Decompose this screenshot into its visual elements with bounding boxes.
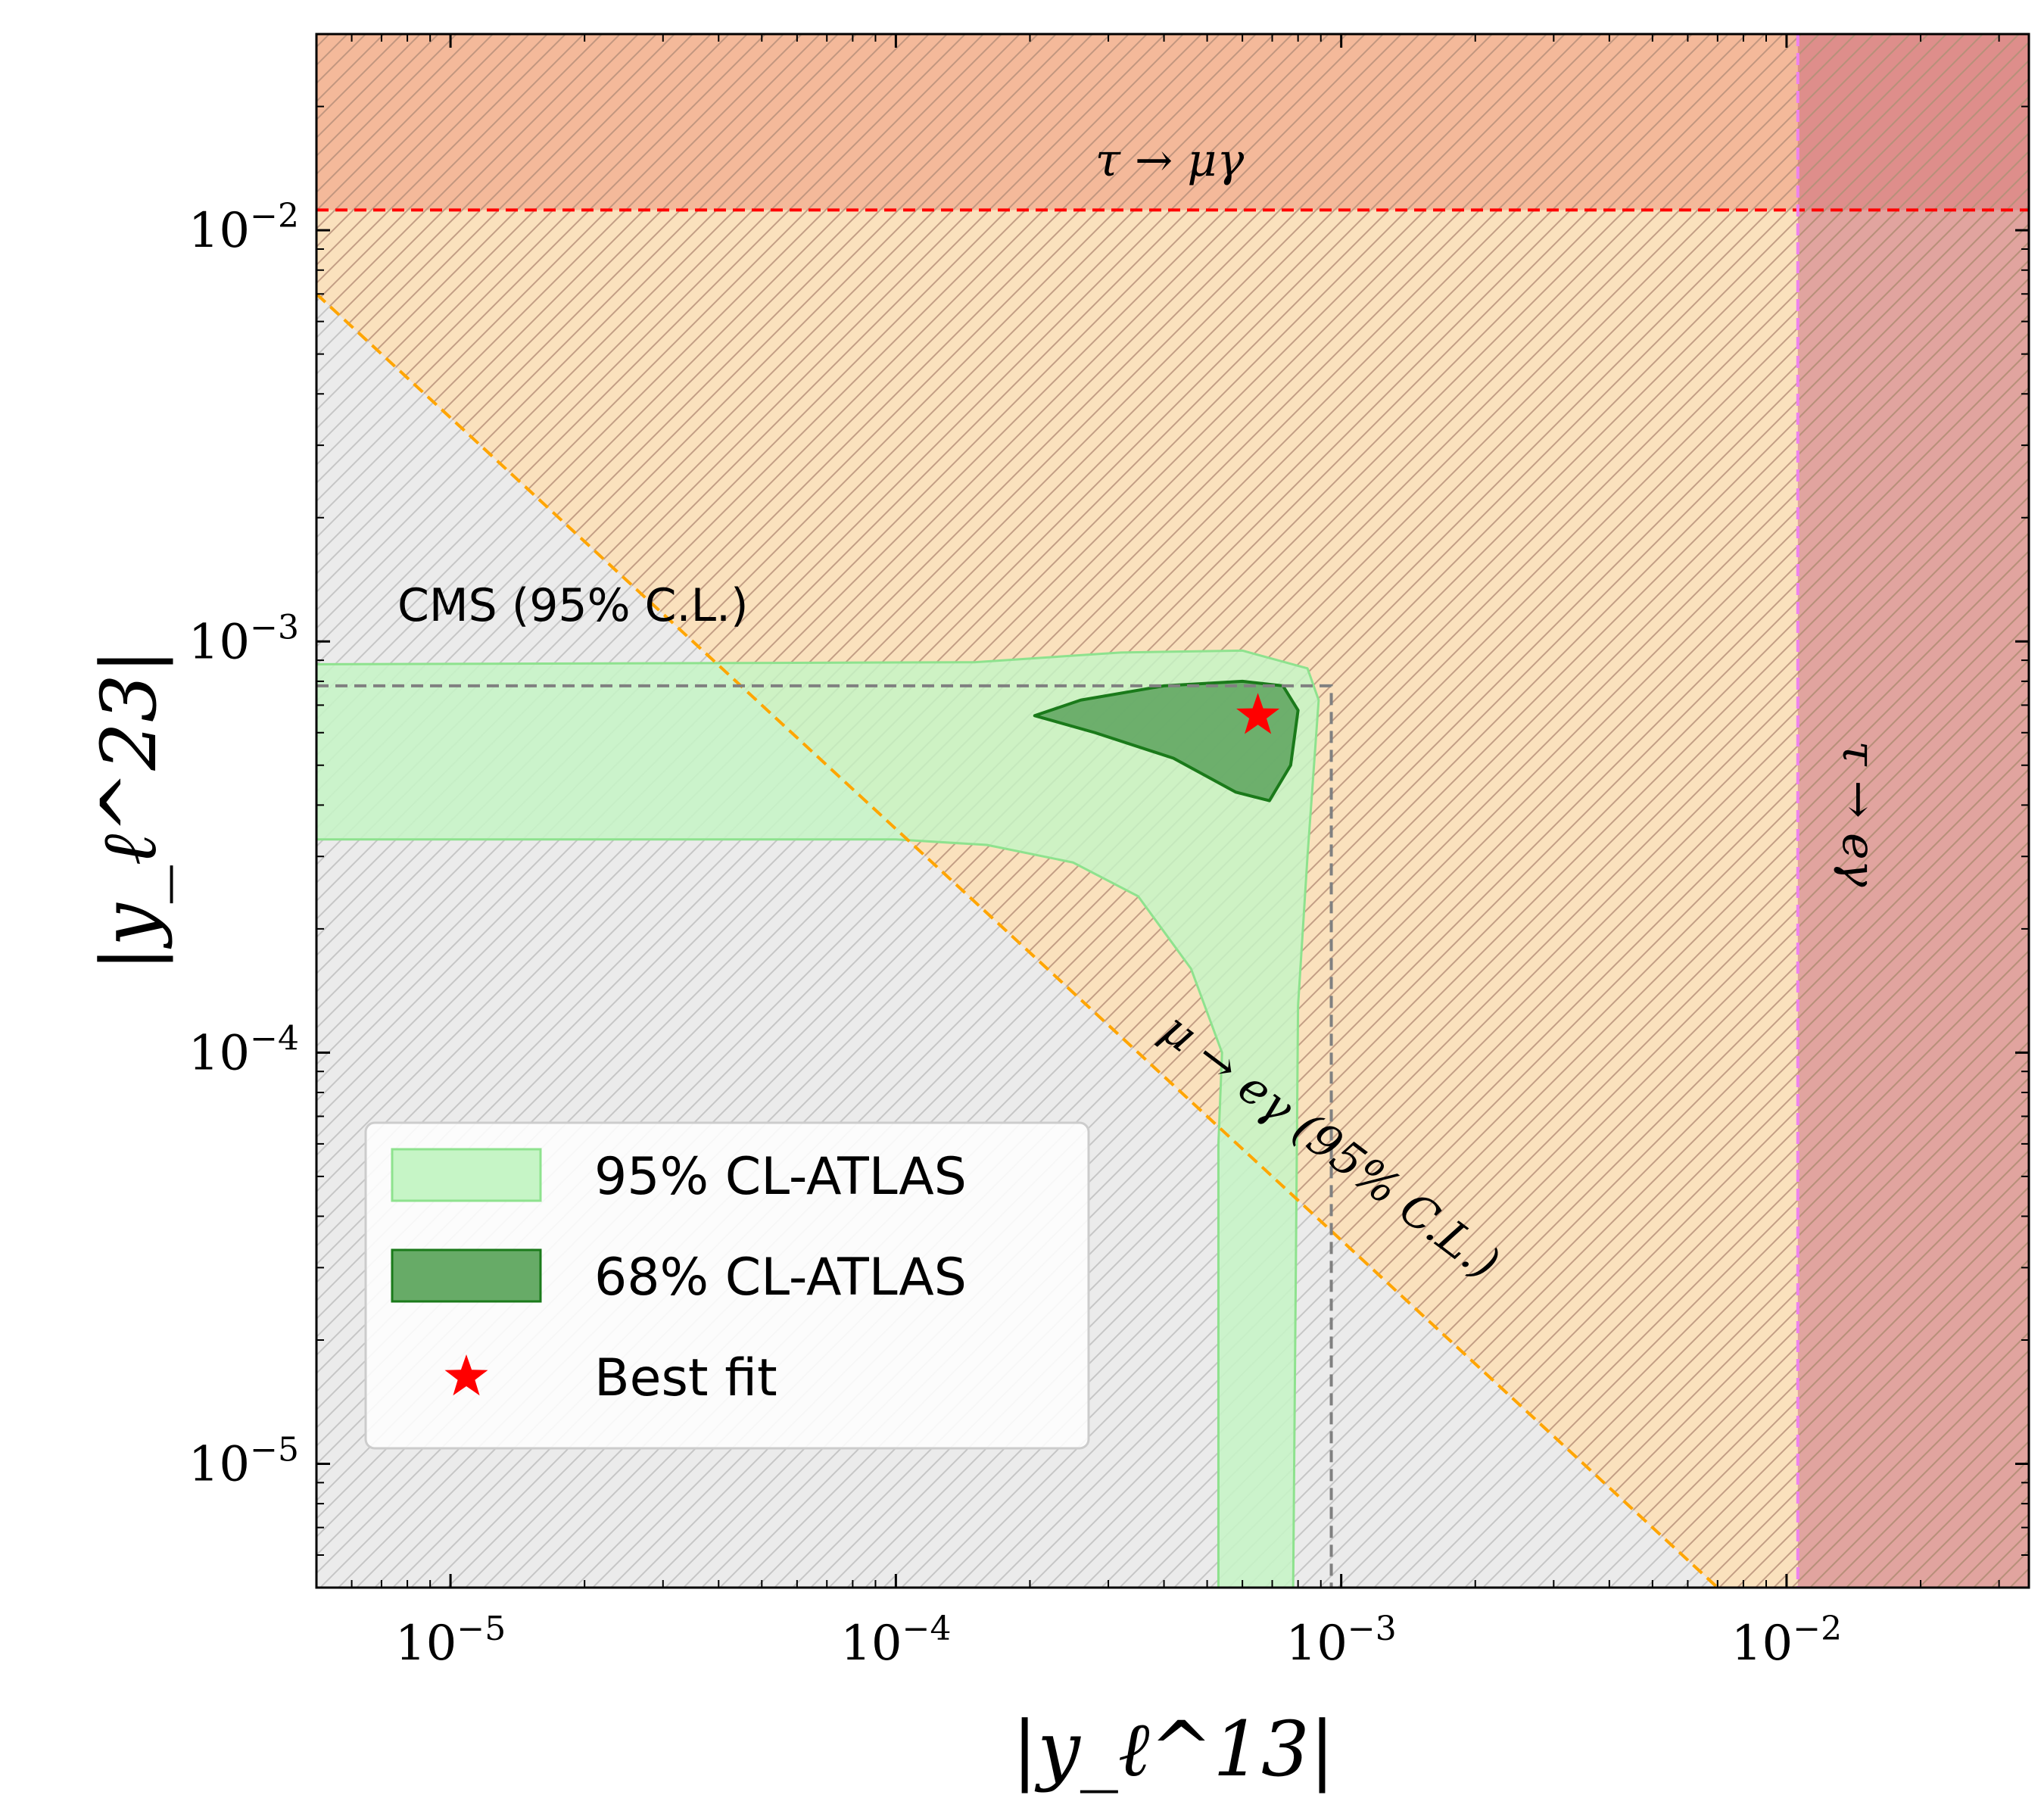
y-tick-label-0: 10−5 — [189, 1431, 299, 1493]
x-axis-label: |y_ℓ^13| — [1012, 1705, 1335, 1794]
y-tick-label-2: 10−3 — [189, 608, 299, 670]
best-fit-marks — [1236, 693, 1280, 734]
tau-mu-gamma-label: τ → μγ — [1095, 134, 1245, 187]
y-tick-label-1: 10−4 — [189, 1019, 299, 1081]
legend-swatch-atlas-95 — [391, 1148, 542, 1202]
y-axis-label: |y_ℓ^23| — [85, 649, 173, 972]
cms-label: CMS (95% C.L.) — [397, 579, 749, 632]
cms-limit-line — [316, 684, 1333, 1588]
legend: 95% CL-ATLAS 68% CL-ATLAS Best fit — [364, 1121, 1090, 1450]
tau-e-gamma-label: τ → eγ — [1832, 741, 1885, 887]
tick-labels: 10−5 10−4 10−3 10−2 10−5 10−4 10−3 10−2 — [189, 197, 1842, 1672]
x-tick-label-2: 10−3 — [1285, 1610, 1396, 1672]
legend-swatch-atlas-68 — [391, 1248, 542, 1303]
mu-e-gamma-line — [316, 292, 1719, 1588]
legend-label-best-fit: Best fit — [594, 1348, 777, 1408]
legend-label-atlas-95: 95% CL-ATLAS — [594, 1147, 967, 1207]
x-tick-label-1: 10−4 — [840, 1610, 951, 1672]
x-tick-label-0: 10−5 — [395, 1610, 506, 1672]
constraint-lines — [316, 34, 2029, 1588]
region-atlas_68 — [1033, 679, 1300, 803]
best-fit-star-icon — [1236, 693, 1280, 734]
legend-best-fit-star-icon — [444, 1354, 488, 1396]
tau-e-gamma-hatch — [1797, 34, 2029, 1588]
y-tick-label-3: 10−2 — [189, 197, 299, 259]
plot-frame — [315, 33, 2030, 1589]
legend-label-atlas-68: 68% CL-ATLAS — [594, 1248, 967, 1307]
legend-frame — [364, 1121, 1090, 1450]
atlas-regions — [316, 649, 1320, 1588]
x-tick-label-3: 10−2 — [1731, 1610, 1842, 1672]
axis-ticks — [316, 34, 2029, 1588]
